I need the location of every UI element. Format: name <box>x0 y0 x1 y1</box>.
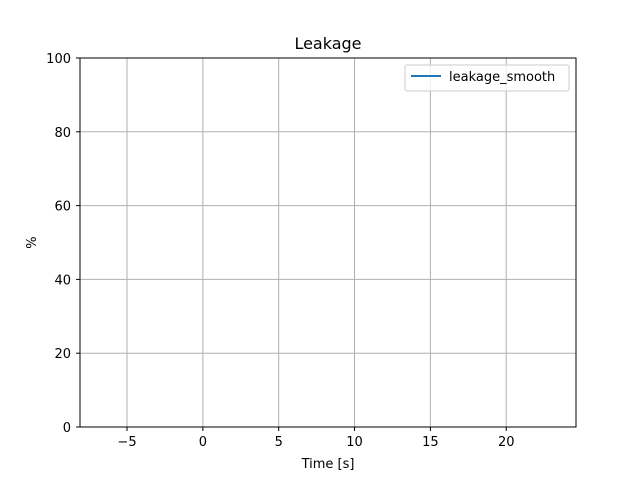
grid <box>80 58 576 427</box>
legend-box <box>404 64 570 92</box>
y-tick-label: 100 <box>46 52 71 67</box>
legend-label-leakage-smooth: leakage_smooth <box>449 70 555 85</box>
plot-background <box>80 58 576 427</box>
x-axis-ticks: −5 0 5 10 15 20 <box>117 427 514 450</box>
plot-frame <box>79 57 577 428</box>
chart-title: Leakage <box>294 34 361 53</box>
y-tick-label: 60 <box>54 200 71 215</box>
y-tick-label: 40 <box>54 273 71 288</box>
x-tick-label: −5 <box>117 435 136 450</box>
y-axis-ticks: 0 20 40 60 80 100 <box>46 52 80 436</box>
legend: leakage_smooth <box>404 64 570 92</box>
y-tick-label: 20 <box>54 347 71 362</box>
y-axis-label: % <box>25 236 40 248</box>
x-tick-label: 15 <box>422 435 439 450</box>
x-tick-label: 5 <box>275 435 283 450</box>
x-tick-label: 20 <box>498 435 515 450</box>
plot-area <box>79 57 577 428</box>
x-axis-label: Time [s] <box>301 457 355 472</box>
x-tick-label: 0 <box>199 435 207 450</box>
y-tick-label: 80 <box>54 126 71 141</box>
x-tick-label: 10 <box>346 435 363 450</box>
y-tick-label: 0 <box>63 421 71 436</box>
